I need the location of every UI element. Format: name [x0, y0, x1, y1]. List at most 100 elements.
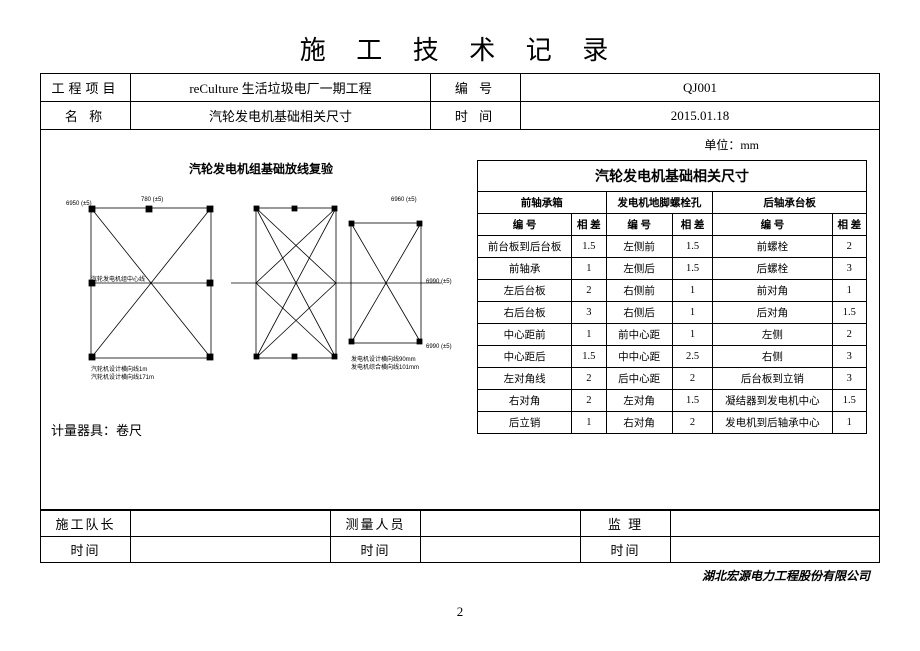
svg-text:6990 (±5): 6990 (±5): [426, 279, 452, 285]
table-cell: 后螺栓: [713, 258, 832, 280]
table-cell: 左后台板: [478, 280, 572, 302]
table-cell: 右侧后: [606, 302, 672, 324]
group-header: 后轴承台板: [713, 192, 867, 214]
table-cell: 1.5: [672, 236, 712, 258]
col-header: 编 号: [606, 214, 672, 236]
diagram-area: 汽轮发电机组基础放线复验: [61, 160, 461, 420]
time1-value: [131, 537, 331, 563]
table-cell: 中心距后: [478, 346, 572, 368]
table-cell: 1.5: [832, 390, 866, 412]
time-value: 2015.01.18: [521, 102, 880, 130]
table-cell: 3: [832, 258, 866, 280]
svg-text:780 (±5): 780 (±5): [141, 197, 163, 203]
table-cell: 2: [572, 390, 606, 412]
table-cell: 1.5: [832, 302, 866, 324]
table-cell: 2: [832, 324, 866, 346]
table-cell: 前中心距: [606, 324, 672, 346]
table-cell: 2: [572, 280, 606, 302]
svg-text:汽轮发电机组中心线: 汽轮发电机组中心线: [91, 275, 145, 283]
table-row: 中心距前1前中心距1左侧2: [478, 324, 867, 346]
leader-label: 施工队长: [41, 511, 131, 537]
col-header: 编 号: [478, 214, 572, 236]
table-cell: 前螺栓: [713, 236, 832, 258]
col-header: 相 差: [832, 214, 866, 236]
table-cell: 1: [572, 324, 606, 346]
table-cell: 1.5: [672, 258, 712, 280]
time1-label: 时间: [41, 537, 131, 563]
table-cell: 1: [672, 280, 712, 302]
table-cell: 左对角: [606, 390, 672, 412]
table-row: 左后台板2右侧前1前对角1: [478, 280, 867, 302]
table-cell: 3: [832, 346, 866, 368]
table-cell: 2: [672, 412, 712, 434]
table-cell: 发电机到后轴承中心: [713, 412, 832, 434]
table-cell: 1: [572, 258, 606, 280]
table-cell: 前轴承: [478, 258, 572, 280]
table-row: 前轴承1左侧后1.5后螺栓3: [478, 258, 867, 280]
table-row: 后立销1右对角2发电机到后轴承中心1: [478, 412, 867, 434]
table-cell: 1.5: [572, 236, 606, 258]
table-cell: 1: [672, 324, 712, 346]
signature-table: 施工队长 测量人员 监 理 时间 时间 时间: [40, 510, 880, 563]
diagram-title: 汽轮发电机组基础放线复验: [61, 160, 461, 177]
page-title: 施 工 技 术 记 录: [40, 30, 880, 67]
table-cell: 2: [672, 368, 712, 390]
leader-value: [131, 511, 331, 537]
table-cell: 左对角线: [478, 368, 572, 390]
table-cell: 3: [572, 302, 606, 324]
svg-text:发电机综合横向线101mm: 发电机综合横向线101mm: [351, 363, 419, 371]
table-cell: 2: [572, 368, 606, 390]
survey-value: [421, 511, 581, 537]
name-label: 名 称: [41, 102, 131, 130]
unit-label: 单位：mm: [704, 136, 759, 153]
header-table: 工程项目 reCulture 生活垃圾电厂一期工程 编 号 QJ001 名 称 …: [40, 73, 880, 130]
instrument-label: 计量器具：卷尺: [51, 420, 142, 439]
table-cell: 中中心距: [606, 346, 672, 368]
svg-text:6990 (±5): 6990 (±5): [426, 344, 452, 350]
table-cell: 后台板到立销: [713, 368, 832, 390]
content-area: 单位：mm 汽轮发电机组基础放线复验: [40, 130, 880, 510]
table-cell: 1: [672, 302, 712, 324]
table-row: 右对角2左对角1.5凝结器到发电机中心1.5: [478, 390, 867, 412]
group-header: 前轴承箱: [478, 192, 607, 214]
diagram-svg: 6950 (±5) 780 (±5) 6960 (±5) 6990 (±5) 6…: [61, 183, 461, 383]
col-header: 相 差: [572, 214, 606, 236]
table-cell: 右对角: [478, 390, 572, 412]
table-cell: 3: [832, 368, 866, 390]
table-cell: 前对角: [713, 280, 832, 302]
project-value: reCulture 生活垃圾电厂一期工程: [131, 74, 431, 102]
table-cell: 1: [832, 412, 866, 434]
table-cell: 左侧前: [606, 236, 672, 258]
code-label: 编 号: [431, 74, 521, 102]
table-cell: 1: [832, 280, 866, 302]
svg-text:汽轮机设计横向线1m: 汽轮机设计横向线1m: [91, 365, 147, 373]
table-cell: 1.5: [672, 390, 712, 412]
name-value: 汽轮发电机基础相关尺寸: [131, 102, 431, 130]
data-table-container: 汽轮发电机基础相关尺寸 前轴承箱发电机地脚螺栓孔后轴承台板 编 号相 差编 号相…: [477, 160, 867, 434]
data-table-title: 汽轮发电机基础相关尺寸: [478, 161, 867, 192]
time2-value: [421, 537, 581, 563]
table-cell: 右对角: [606, 412, 672, 434]
svg-text:汽轮机设计横向线171m: 汽轮机设计横向线171m: [91, 373, 154, 381]
table-row: 中心距后1.5中中心距2.5右侧3: [478, 346, 867, 368]
data-table: 汽轮发电机基础相关尺寸 前轴承箱发电机地脚螺栓孔后轴承台板 编 号相 差编 号相…: [477, 160, 867, 434]
code-value: QJ001: [521, 74, 880, 102]
table-cell: 右后台板: [478, 302, 572, 324]
survey-label: 测量人员: [331, 511, 421, 537]
project-label: 工程项目: [41, 74, 131, 102]
table-cell: 2.5: [672, 346, 712, 368]
table-cell: 2: [832, 236, 866, 258]
table-cell: 左侧后: [606, 258, 672, 280]
supervise-value: [671, 511, 880, 537]
page-number: 2: [40, 604, 880, 620]
group-header: 发电机地脚螺栓孔: [606, 192, 713, 214]
svg-text:6960 (±5): 6960 (±5): [391, 197, 417, 203]
time3-label: 时间: [581, 537, 671, 563]
table-cell: 后立销: [478, 412, 572, 434]
table-cell: 右侧: [713, 346, 832, 368]
supervise-label: 监 理: [581, 511, 671, 537]
table-row: 右后台板3右侧后1后对角1.5: [478, 302, 867, 324]
col-header: 相 差: [672, 214, 712, 236]
company-footer: 湖北宏源电力工程股份有限公司: [40, 567, 880, 584]
col-header: 编 号: [713, 214, 832, 236]
